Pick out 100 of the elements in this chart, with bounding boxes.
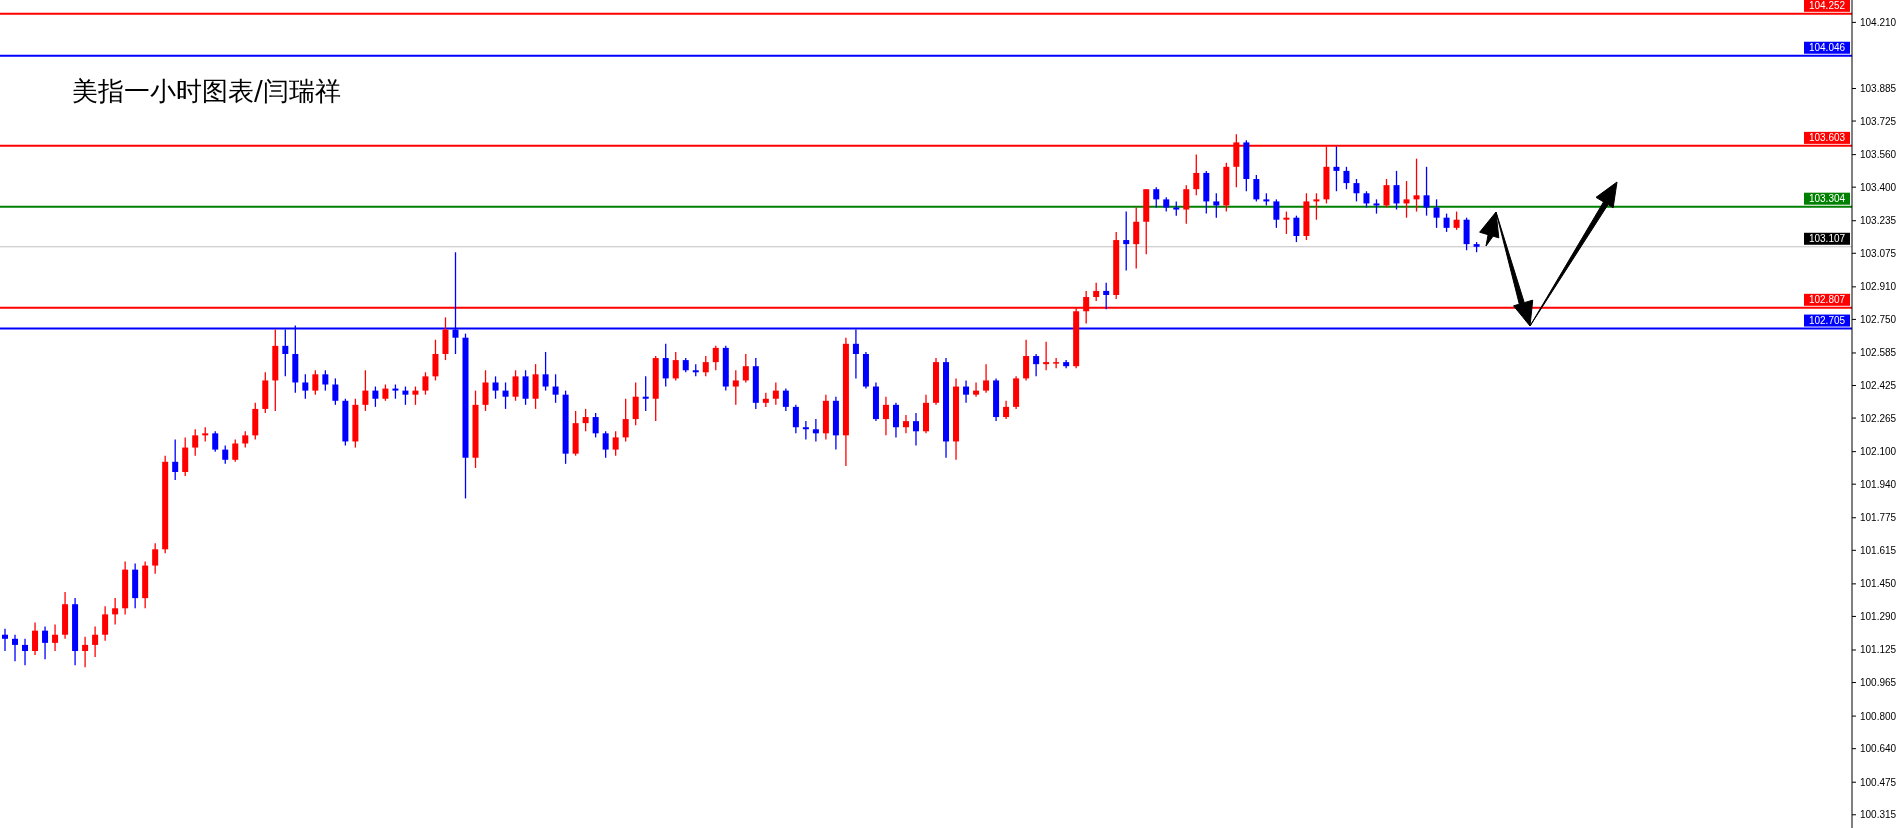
candlestick [172,438,179,481]
candlestick [302,373,309,400]
y-tick-label: 100.965 [1860,677,1897,689]
y-tick-label: 101.125 [1860,644,1897,656]
candlestick [1133,206,1140,270]
candlestick [232,438,239,463]
candlestick [362,369,369,412]
candlestick [1153,186,1160,209]
candlestick [552,373,559,404]
candlestick [1383,178,1390,209]
candlestick [802,420,809,441]
candlestick [892,402,899,439]
candlestick [902,414,909,434]
ref-line-label: 104.046 [1808,42,1846,54]
candlestick [1103,282,1110,310]
candlestick [1413,158,1420,213]
candlestick [482,369,489,412]
candlestick [812,418,819,443]
candlestick [782,387,789,412]
candlestick [1193,153,1200,196]
candlestick [963,379,970,404]
candlestick [212,430,219,453]
candlestick [792,404,799,434]
candlestick [22,638,29,666]
candlestick [1033,353,1040,378]
candlestick [312,369,319,396]
candlestick [1333,145,1340,192]
candlestick [1253,174,1260,203]
y-tick-label: 103.075 [1860,247,1897,259]
candlestick [502,381,509,410]
candlestick [82,636,89,668]
y-tick-label: 100.315 [1860,809,1897,821]
candlestick [1213,192,1220,219]
y-tick-label: 102.100 [1860,446,1897,458]
candlestick [152,542,159,575]
y-tick-label: 102.910 [1860,281,1897,293]
candlestick [542,351,549,392]
candlestick [1283,210,1290,235]
candlestick [582,408,589,432]
candlestick [1403,180,1410,219]
candlestick [1313,192,1320,221]
candlestick [1293,215,1300,243]
ref-line-label: 102.705 [1808,315,1846,327]
candlestick [662,343,669,388]
ref-line-label: 104.252 [1808,0,1846,12]
candlestick [332,377,339,406]
ref-line-label: 103.304 [1808,193,1846,205]
candlestick [882,396,889,437]
candlestick [612,430,619,457]
candlestick [712,345,719,371]
y-tick-label: 103.560 [1860,149,1897,161]
candlestick [1183,184,1190,225]
candlestick [1433,198,1440,229]
ref-line-label: 102.807 [1808,294,1846,306]
y-tick-label: 101.940 [1860,478,1897,490]
candlestick [632,381,639,426]
candlestick [32,621,39,656]
y-tick-label: 103.725 [1860,115,1897,127]
candlestick [1393,170,1400,211]
candlestick [973,381,980,398]
y-tick-label: 100.475 [1860,776,1897,788]
y-tick-label: 101.450 [1860,578,1897,590]
y-tick-label: 103.400 [1860,181,1897,193]
y-tick-label: 102.750 [1860,313,1897,325]
candlestick [592,412,599,439]
candlestick [742,353,749,384]
candlestick [772,381,779,406]
candlestick [732,369,739,406]
candlestick [1043,341,1050,371]
candlestick [92,625,99,658]
candlestick [1423,166,1430,217]
candlestick [912,412,919,447]
candlestick [1453,210,1460,231]
y-tick-label: 102.425 [1860,380,1897,392]
text: 美指一小时图表/闫瑞祥 [72,76,341,106]
y-tick-label: 104.210 [1860,16,1897,28]
candlestick [1343,166,1350,190]
candlestick [492,375,499,400]
candlestick [1123,210,1130,272]
candlestick [642,375,649,412]
y-tick-label: 102.585 [1860,347,1897,359]
candlestick [1443,212,1450,233]
candlestick [1023,339,1030,382]
candlestick [2,627,9,652]
candlestick [1093,282,1100,302]
candlestick [42,625,49,660]
y-tick-label: 100.800 [1860,710,1897,722]
candlestick [512,369,519,402]
candlestick [422,371,429,396]
y-tick-label: 101.775 [1860,512,1897,524]
candlestick [522,369,529,406]
candlestick [222,444,229,465]
candlestick [1273,198,1280,229]
candlestick [432,339,439,382]
candlestick [983,363,990,394]
y-tick-label: 101.290 [1860,610,1897,622]
candlestick [112,597,119,626]
y-tick-label: 100.640 [1860,743,1897,755]
candlestick [12,634,19,662]
y-tick-label: 103.885 [1860,83,1897,94]
